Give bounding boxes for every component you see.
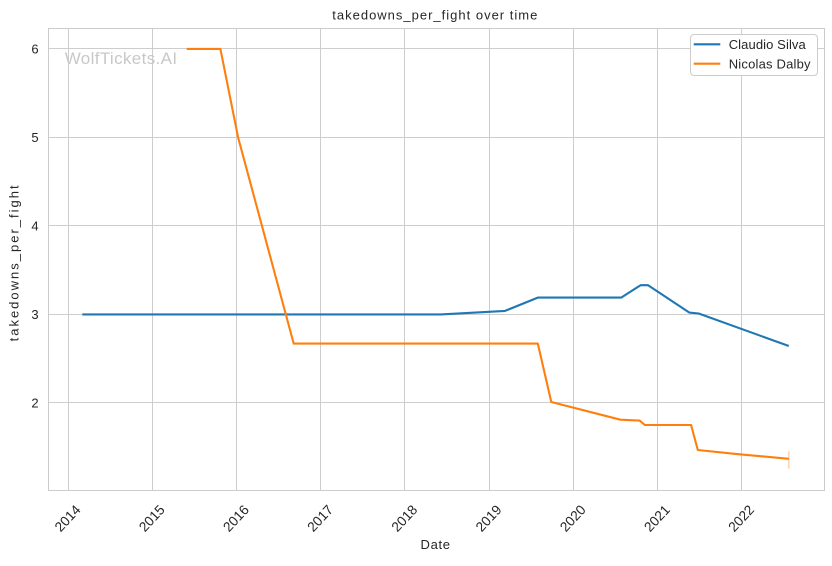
svg-text:6: 6 [31, 42, 38, 57]
svg-text:3: 3 [31, 307, 38, 322]
svg-text:Date: Date [421, 537, 451, 552]
svg-text:takedowns_per_fight: takedowns_per_fight [7, 183, 22, 341]
svg-text:4: 4 [31, 219, 38, 234]
svg-text:Nicolas Dalby: Nicolas Dalby [729, 56, 811, 71]
svg-text:5: 5 [31, 130, 38, 145]
svg-text:2: 2 [31, 396, 38, 411]
svg-text:Claudio Silva: Claudio Silva [729, 37, 807, 52]
svg-text:takedowns_per_fight over time: takedowns_per_fight over time [332, 8, 538, 23]
svg-text:WolfTickets.AI: WolfTickets.AI [65, 49, 178, 68]
